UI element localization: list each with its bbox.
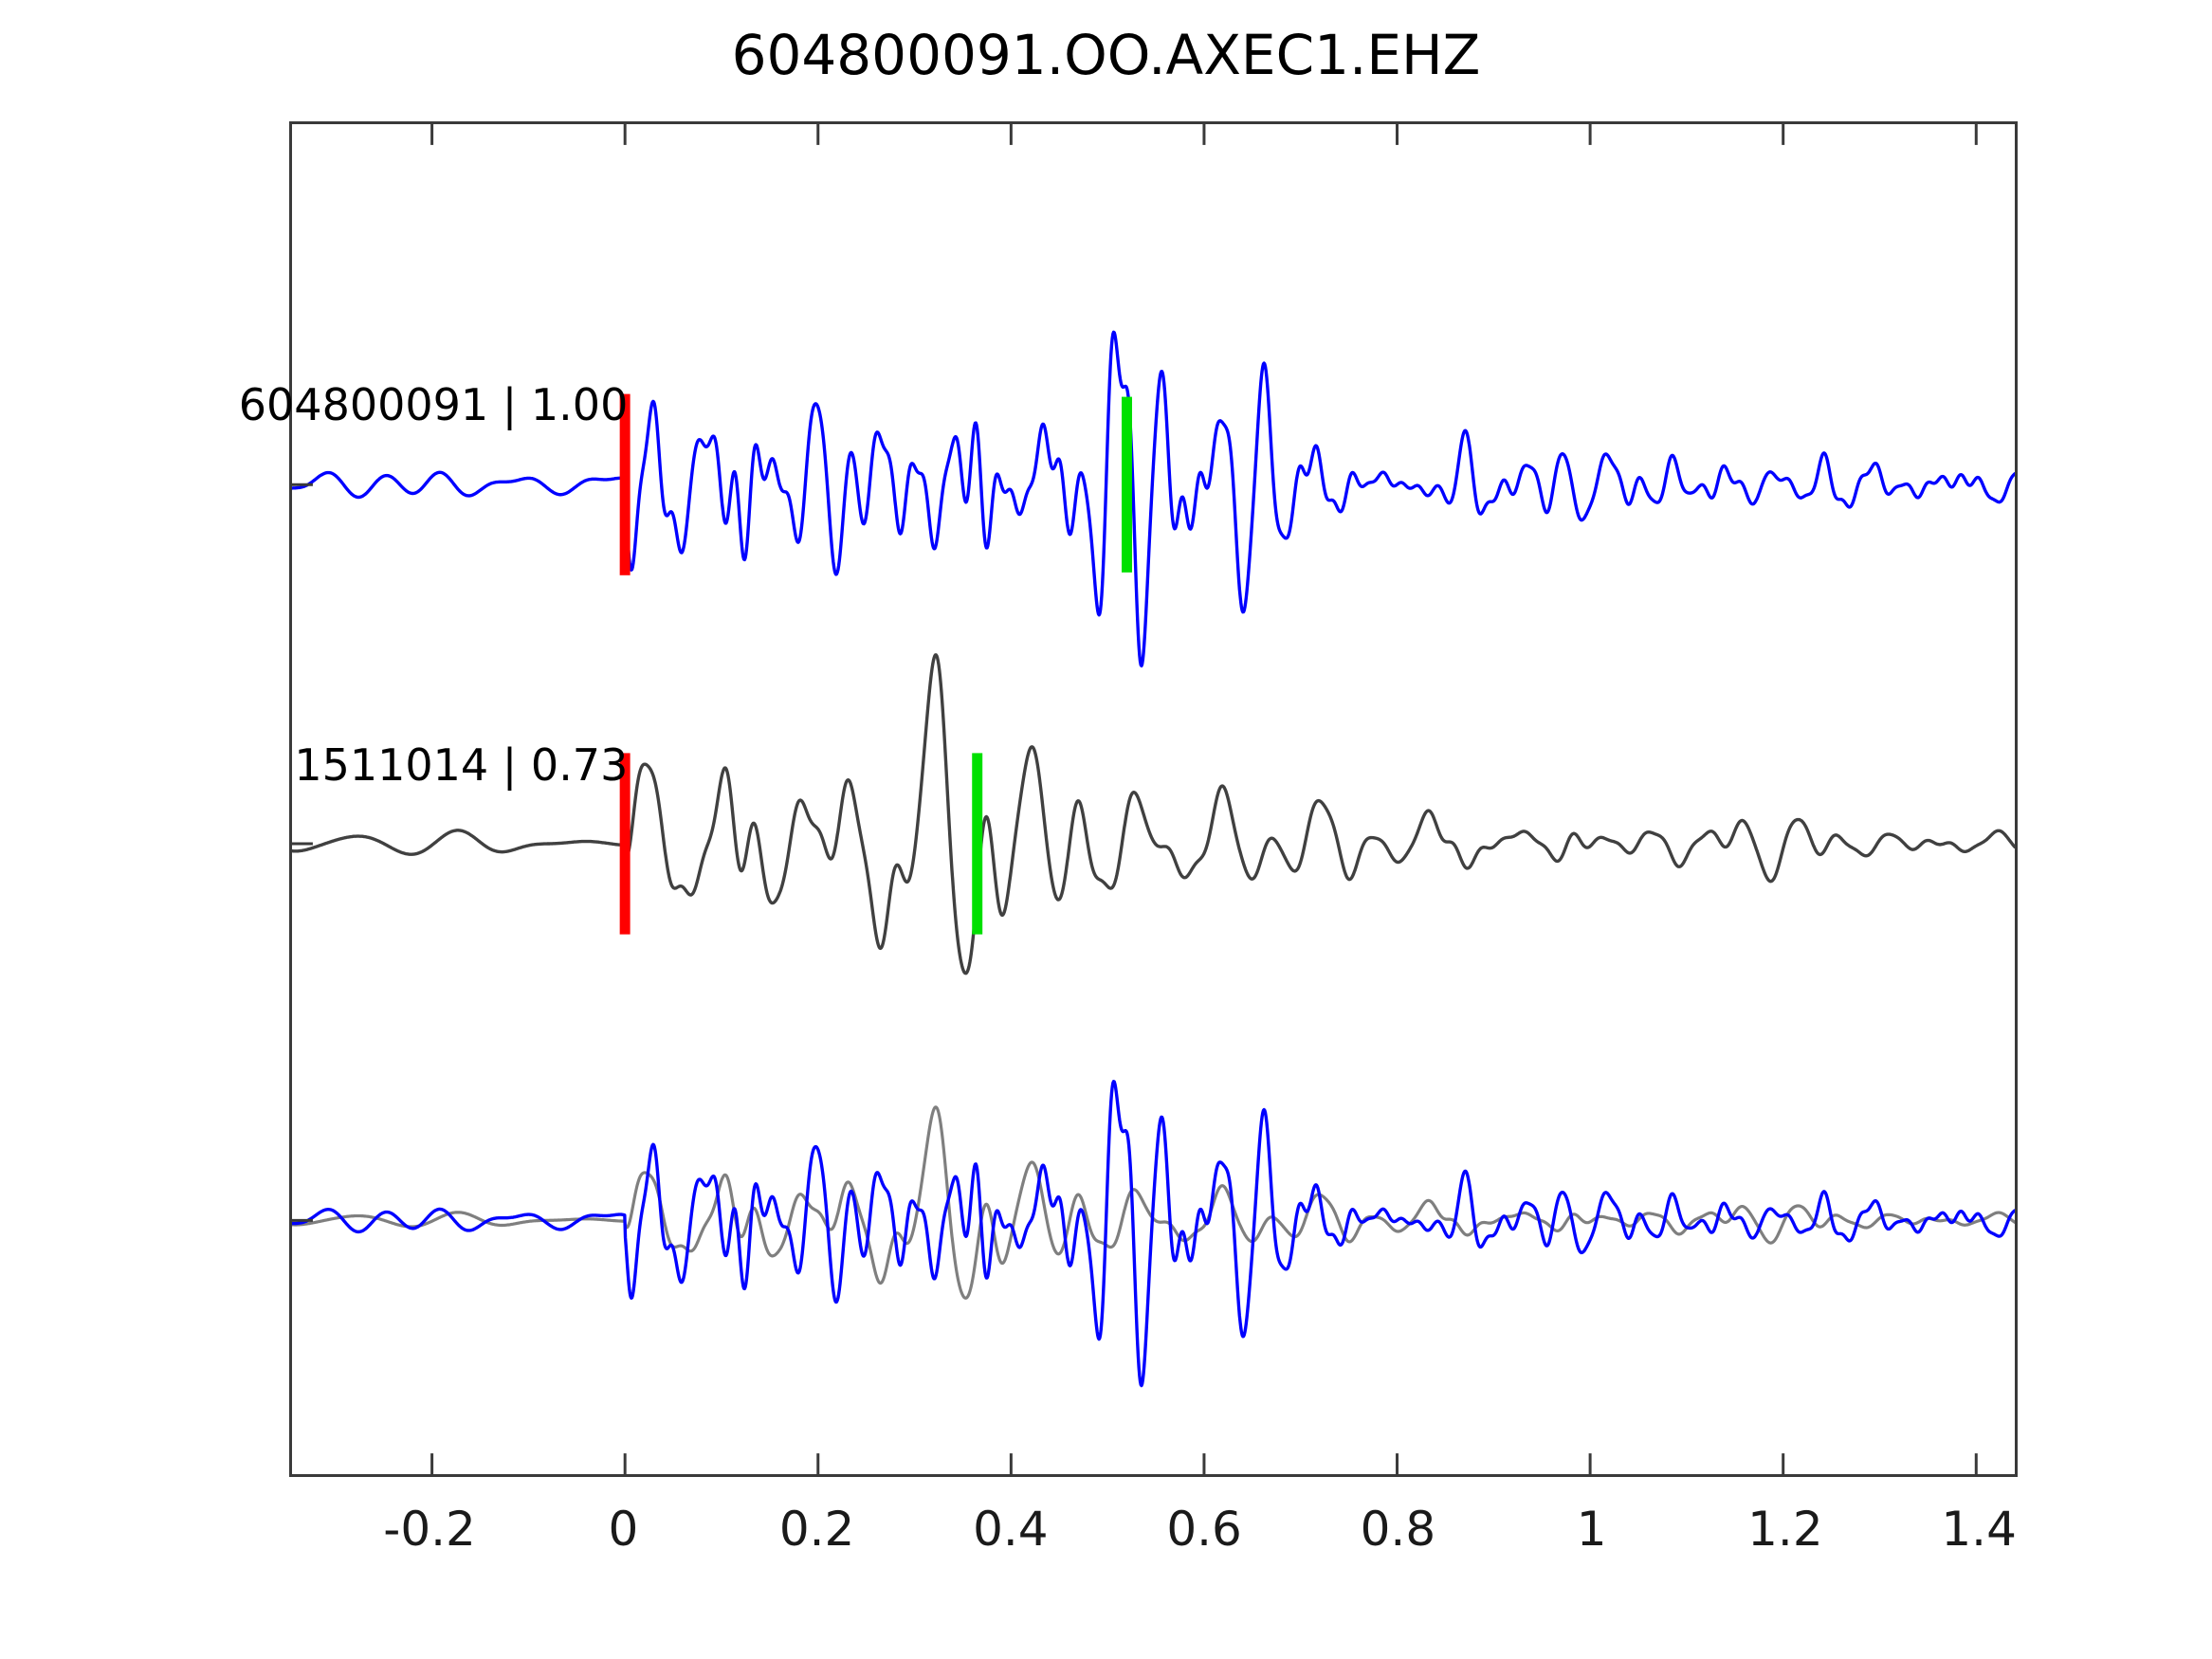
page-title: 604800091.OO.AXEC1.EHZ: [731, 23, 1481, 87]
template-trace-label: 604800091 | 1.00: [238, 378, 629, 430]
s-pick-marker-template: [1122, 396, 1132, 573]
x-tick-label: 0.4: [973, 1502, 1049, 1557]
template-trace-line: [292, 330, 2015, 668]
p-pick-marker-candidate: [619, 753, 631, 935]
candidate-trace-line: [292, 653, 2015, 975]
s-pick-marker-candidate: [972, 753, 983, 935]
waveform-plot: [292, 124, 2015, 1474]
plot-axes-frame: [289, 121, 2018, 1477]
x-tick-label: 1.4: [1941, 1502, 2017, 1557]
p-pick-marker-template: [619, 393, 631, 575]
x-tick-label: 0.2: [778, 1502, 855, 1557]
x-tick-label: 0.6: [1166, 1502, 1242, 1557]
x-tick-label: 0.8: [1360, 1502, 1436, 1557]
x-tick-label: 1: [1576, 1502, 1607, 1557]
x-tick-label: -0.2: [383, 1502, 476, 1557]
candidate-trace-group: [292, 653, 2015, 975]
overlay-trace-group: [292, 1080, 2015, 1388]
x-tick-label: 1.2: [1747, 1502, 1823, 1557]
overlay-template-line: [292, 1080, 2015, 1388]
y-axis-ticks: [292, 483, 313, 1222]
template-trace-group: [292, 330, 2015, 668]
x-tick-label: 0: [608, 1502, 639, 1557]
x-axis-ticks: [430, 124, 1978, 1474]
candidate-trace-label: 1511014 | 0.73: [294, 739, 629, 792]
